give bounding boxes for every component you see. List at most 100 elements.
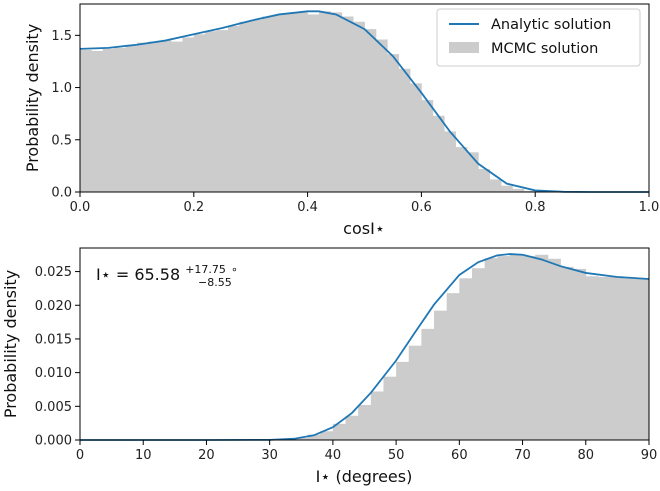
bottom-plot-frame — [79, 247, 650, 441]
legend-hist-swatch — [449, 42, 479, 53]
y-tick-label: 0.025 — [35, 265, 72, 280]
histogram-bar — [611, 276, 625, 440]
histogram-bar — [421, 328, 435, 440]
histogram-bar — [284, 13, 297, 193]
x-tick-label: 0.4 — [297, 200, 318, 215]
histogram-bar — [330, 12, 343, 192]
y-tick-label: 1.0 — [51, 81, 72, 96]
histogram-bar — [434, 310, 448, 440]
histogram-bar — [560, 266, 574, 440]
top-analytic-line — [79, 10, 649, 193]
histogram-bar — [125, 45, 138, 192]
x-tick-label: 1.0 — [639, 200, 660, 215]
x-tick-label: 20 — [198, 448, 215, 463]
bottom-panel: 0 10 20 30 40 50 60 70 80 90 0.000 0.005 0.010 0.015… — [1, 247, 658, 486]
x-tick-label: 0.0 — [70, 200, 91, 215]
histogram-bar — [585, 276, 599, 440]
histogram-bar — [387, 54, 400, 192]
histogram-bar — [320, 431, 334, 440]
y-tick-label: 0.010 — [35, 366, 72, 381]
inclination-annotation: I⋆ = 65.58 +17.75 ∘ — [96, 258, 238, 284]
histogram-bar — [497, 256, 511, 440]
bottom-x-axis-label: I⋆ (degrees) — [316, 467, 413, 486]
histogram-bar — [383, 376, 397, 440]
histogram-bar — [227, 25, 240, 193]
histogram-bar — [294, 437, 308, 440]
histogram-bar — [205, 31, 217, 192]
histogram-bar — [80, 49, 92, 193]
histogram-bar — [484, 258, 498, 440]
y-tick-label: 0.020 — [35, 299, 72, 314]
annotation-base: I⋆ = 65.58 — [96, 265, 180, 284]
bottom-analytic-line — [80, 253, 650, 441]
x-tick-label: 0 — [76, 448, 84, 463]
histogram-bar — [353, 21, 365, 193]
y-tick-label: 1.5 — [51, 29, 72, 44]
x-tick-label: 90 — [641, 448, 658, 463]
histogram-bar — [193, 34, 206, 192]
x-tick-label: 10 — [135, 448, 152, 463]
bottom-y-axis: 0.000 0.005 0.010 0.015 0.020 0.025 — [35, 265, 80, 449]
histogram-bar — [364, 29, 377, 192]
histogram-bar — [410, 83, 422, 192]
histogram-bar — [598, 276, 612, 440]
x-tick-label: 60 — [451, 448, 468, 463]
histogram-bar — [332, 423, 346, 440]
y-tick-label: 0.015 — [35, 332, 72, 347]
histogram-bar — [523, 190, 536, 192]
histogram-bar — [296, 12, 308, 192]
histogram-bar — [478, 169, 491, 192]
y-tick-label: 0.005 — [35, 400, 72, 415]
histogram-bar — [489, 179, 502, 192]
histogram-bar — [250, 19, 263, 193]
histogram-bar — [273, 14, 286, 192]
x-tick-label: 40 — [325, 448, 342, 463]
histogram-bar — [623, 278, 637, 440]
histogram-bar — [148, 41, 161, 192]
histogram-bar — [159, 40, 172, 193]
histogram-bar — [318, 11, 331, 193]
annotation-suffix: ∘ — [231, 263, 238, 276]
y-tick-label: 0.5 — [51, 133, 72, 148]
histogram-bar — [471, 268, 486, 440]
histogram-bar — [370, 391, 384, 440]
y-tick-label: 0.000 — [35, 434, 72, 449]
histogram-bar — [459, 278, 473, 440]
x-tick-label: 0.8 — [525, 200, 546, 215]
legend-entry-analytic: Analytic solution — [491, 17, 611, 33]
y-tick-label: 0.0 — [51, 186, 72, 201]
top-plot-frame — [79, 3, 650, 193]
top-y-axis: 0.0 0.5 1.0 1.5 — [51, 29, 80, 201]
histogram-bar — [636, 278, 650, 440]
legend-frame — [436, 8, 641, 67]
histogram-bar — [358, 404, 372, 440]
top-panel: 0.0 0.2 0.4 0.6 0.8 1.0 0.0 0.5 1.0 1.5 cosI⋆ Pr… — [23, 3, 660, 238]
histogram-bar — [102, 48, 115, 192]
top-x-axis-label: cosI⋆ — [343, 219, 385, 238]
histogram-bar — [573, 268, 587, 440]
histogram-bar — [307, 434, 321, 440]
histogram-bar — [547, 258, 561, 440]
histogram-bar — [446, 293, 460, 440]
x-tick-label: 80 — [578, 448, 595, 463]
histogram-bar — [512, 188, 525, 192]
histogram-bar — [341, 16, 354, 193]
top-x-axis: 0.0 0.2 0.4 0.6 0.8 1.0 — [70, 192, 660, 215]
annotation-sub: −8.55 — [198, 276, 232, 289]
legend-entry-mcmc: MCMC solution — [491, 41, 598, 57]
histogram-bar — [522, 256, 536, 440]
histogram-bar — [262, 16, 274, 193]
histogram-bar — [216, 30, 229, 192]
histogram-bar — [501, 185, 513, 192]
x-tick-label: 30 — [261, 448, 278, 463]
histogram-bar — [239, 21, 252, 193]
x-tick-label: 0.2 — [183, 200, 204, 215]
bottom-y-axis-label: Probability density — [1, 270, 20, 418]
histogram-bar — [421, 100, 434, 192]
histogram-bar — [535, 254, 549, 440]
histogram-bar — [375, 39, 388, 193]
histogram-bar — [396, 361, 410, 440]
top-histogram — [80, 11, 559, 193]
histogram-bar — [408, 345, 422, 440]
histogram-bar — [91, 51, 104, 192]
